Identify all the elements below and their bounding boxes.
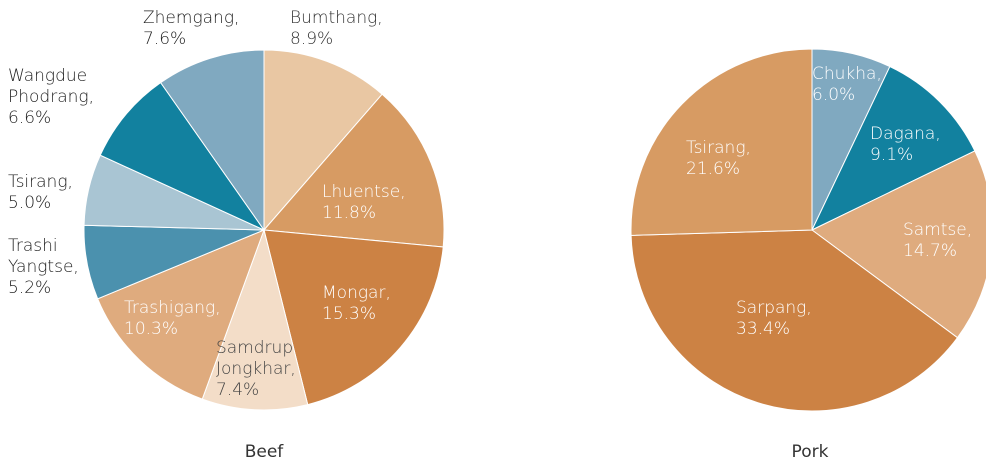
- pie-slice: [630, 229, 959, 412]
- slice-label: Trashi Yangtse, 5.2%: [8, 236, 79, 299]
- pie-slice: [810, 65, 976, 232]
- category-label: Sarpang,: [736, 298, 812, 318]
- category-label: Trashi Yangtse,: [8, 236, 79, 277]
- slice-label: Lhuentse, 11.8%: [322, 182, 406, 224]
- slice-label: Tsirang, 5.0%: [8, 172, 73, 214]
- pie-slice: [99, 81, 266, 232]
- category-label: Mongar,: [322, 283, 391, 303]
- pie-slice: [263, 229, 444, 406]
- category-label: Bumthang,: [290, 8, 383, 28]
- slice-label: Trashigang, 10.3%: [124, 298, 221, 340]
- pie-slice: [201, 228, 309, 411]
- slice-label: Tsirang, 21.6%: [686, 138, 751, 180]
- pie-slice: [97, 229, 265, 400]
- category-label: Samtse,: [903, 220, 973, 240]
- slice-label: Dagana, 9.1%: [870, 124, 941, 166]
- value-label: 5.0%: [8, 193, 52, 213]
- category-label: Trashigang,: [124, 298, 221, 318]
- value-label: 15.3%: [322, 304, 377, 324]
- value-label: 6.6%: [8, 108, 52, 128]
- value-label: 21.6%: [686, 159, 741, 179]
- category-label: Chukha,: [812, 64, 882, 84]
- pie-slice: [263, 49, 383, 232]
- slice-label: Wangdue Phodrang, 6.6%: [8, 66, 94, 129]
- slice-label: Mongar, 15.3%: [322, 283, 391, 325]
- slice-label: Samtse, 14.7%: [903, 220, 972, 262]
- value-label: 11.8%: [322, 203, 377, 223]
- category-label: Tsirang,: [8, 172, 73, 192]
- pie-slice: [811, 150, 986, 339]
- value-label: 14.7%: [903, 241, 958, 261]
- pie-slice: [630, 48, 813, 236]
- pie-slice: [262, 93, 445, 248]
- slice-label: Samdrup Jongkhar, 7.4%: [216, 338, 296, 401]
- chart-title: Beef: [244, 442, 284, 462]
- value-label: 8.9%: [290, 29, 334, 49]
- category-label: Zhemgang,: [143, 8, 240, 28]
- value-label: 5.2%: [8, 278, 52, 298]
- slice-label: Sarpang, 33.4%: [736, 298, 812, 340]
- value-label: 9.1%: [870, 145, 914, 165]
- slice-label: Chukha, 6.0%: [812, 64, 882, 106]
- category-label: Lhuentse,: [322, 182, 406, 202]
- slice-label: Zhemgang, 7.6%: [143, 8, 239, 50]
- chart-title: Pork: [791, 442, 829, 462]
- pie-slice: [159, 49, 265, 232]
- value-label: 6.0%: [812, 85, 856, 105]
- category-label: Wangdue Phodrang,: [8, 66, 95, 107]
- value-label: 7.4%: [216, 380, 260, 400]
- slice-label: Bumthang, 8.9%: [290, 8, 383, 50]
- category-label: Dagana,: [870, 124, 941, 144]
- value-label: 7.6%: [143, 29, 187, 49]
- category-label: Tsirang,: [686, 138, 751, 158]
- value-label: 10.3%: [124, 319, 179, 339]
- value-label: 33.4%: [736, 319, 791, 339]
- category-label: Samdrup Jongkhar,: [216, 338, 296, 379]
